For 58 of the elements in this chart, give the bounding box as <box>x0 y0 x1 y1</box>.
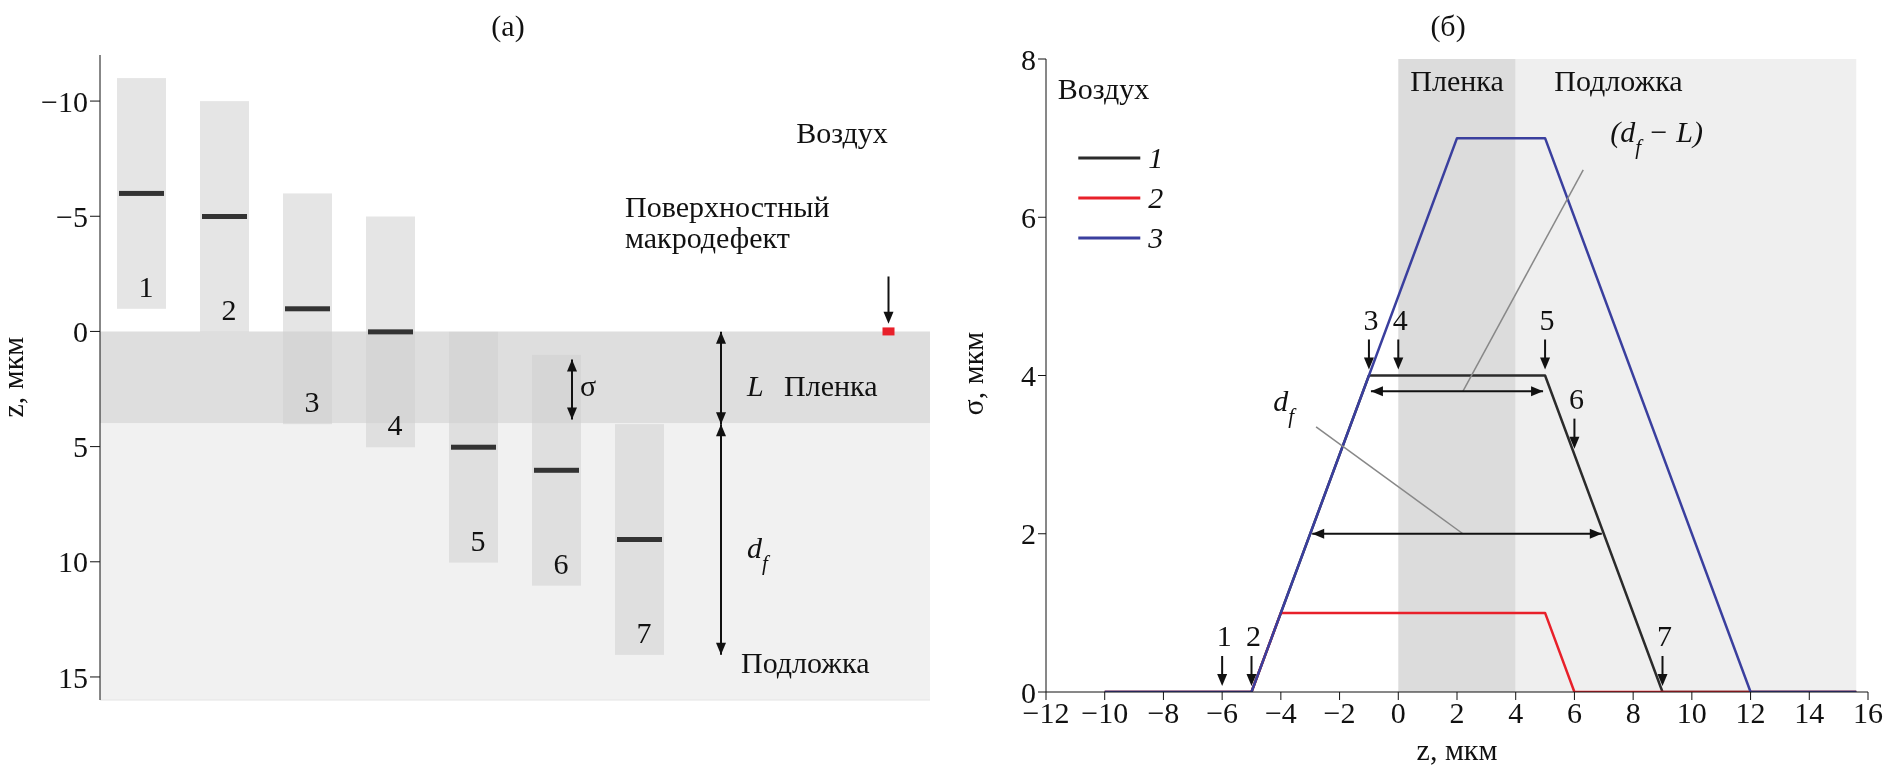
y-tick-label: 6 <box>1021 200 1036 234</box>
annotation: Воздух <box>1057 71 1150 105</box>
y-tick-label: 5 <box>73 430 88 464</box>
annotation: 1 <box>138 269 154 303</box>
y-tick-label: 15 <box>58 660 88 694</box>
x-tick-label: 4 <box>1508 696 1524 730</box>
x-tick-label: 14 <box>1794 696 1825 730</box>
x-tick-label: 0 <box>1390 696 1406 730</box>
y-tick-label: 0 <box>73 315 88 349</box>
x-tick-label: 6 <box>1566 696 1582 730</box>
annotation: d$_{f}$ <box>747 530 771 575</box>
y-axis-title: z, мкм <box>0 336 29 418</box>
annotation: 5 <box>1539 302 1555 336</box>
annotation: 4 <box>387 408 403 442</box>
x-tick-label: −8 <box>1147 696 1180 730</box>
annotation: σ <box>580 369 597 403</box>
x-tick-label: 12 <box>1735 696 1766 730</box>
y-tick-label: −5 <box>56 199 88 233</box>
x-tick-label: 16 <box>1853 696 1883 730</box>
y-tick-label: 8 <box>1021 42 1036 76</box>
annotation: 2 <box>1246 619 1261 652</box>
annotation: d$_{f}$ <box>1273 384 1298 429</box>
band-label: Подложка <box>1554 63 1683 97</box>
legend-label: 3 <box>1147 220 1164 254</box>
legend-label: 2 <box>1148 180 1164 214</box>
band-label: Пленка <box>784 369 878 403</box>
annotation: 6 <box>1568 381 1584 415</box>
annotation: 5 <box>470 523 486 557</box>
annotation: 4 <box>1392 302 1408 336</box>
y-axis-title: σ, мкм <box>955 331 989 416</box>
annotation: (d$_{f}$ − L) <box>1610 115 1704 160</box>
annotation: L <box>746 369 764 403</box>
x-axis-title: z, мкм <box>1416 733 1498 766</box>
chart-title: (а) <box>491 9 525 43</box>
annotation: 2 <box>221 292 237 326</box>
annotation: 1 <box>1216 619 1232 652</box>
annotation: 3 <box>304 385 320 419</box>
annotation: Воздух <box>796 115 888 149</box>
annotation: Поверхностный макродефект <box>625 189 830 254</box>
y-tick-label: −10 <box>41 84 88 118</box>
x-tick-label: −6 <box>1206 696 1239 730</box>
band-label: Пленка <box>1410 63 1504 97</box>
annotation: 7 <box>1657 619 1672 652</box>
legend-label: 1 <box>1148 140 1164 174</box>
annotation: 7 <box>636 615 652 649</box>
x-tick-label: 10 <box>1676 696 1707 730</box>
annotation: 6 <box>553 546 569 580</box>
x-tick-label: 8 <box>1625 696 1641 730</box>
x-tick-label: −4 <box>1264 696 1297 730</box>
x-tick-label: 2 <box>1449 696 1465 730</box>
annotation: 3 <box>1363 302 1379 336</box>
chart-title: (б) <box>1430 9 1466 43</box>
x-tick-label: −10 <box>1081 696 1129 730</box>
x-tick-label: −2 <box>1323 696 1356 730</box>
band-label: Подложка <box>741 646 870 680</box>
y-tick-label: 4 <box>1021 359 1036 393</box>
y-tick-label: 10 <box>58 545 88 579</box>
y-tick-label: 2 <box>1021 517 1036 551</box>
